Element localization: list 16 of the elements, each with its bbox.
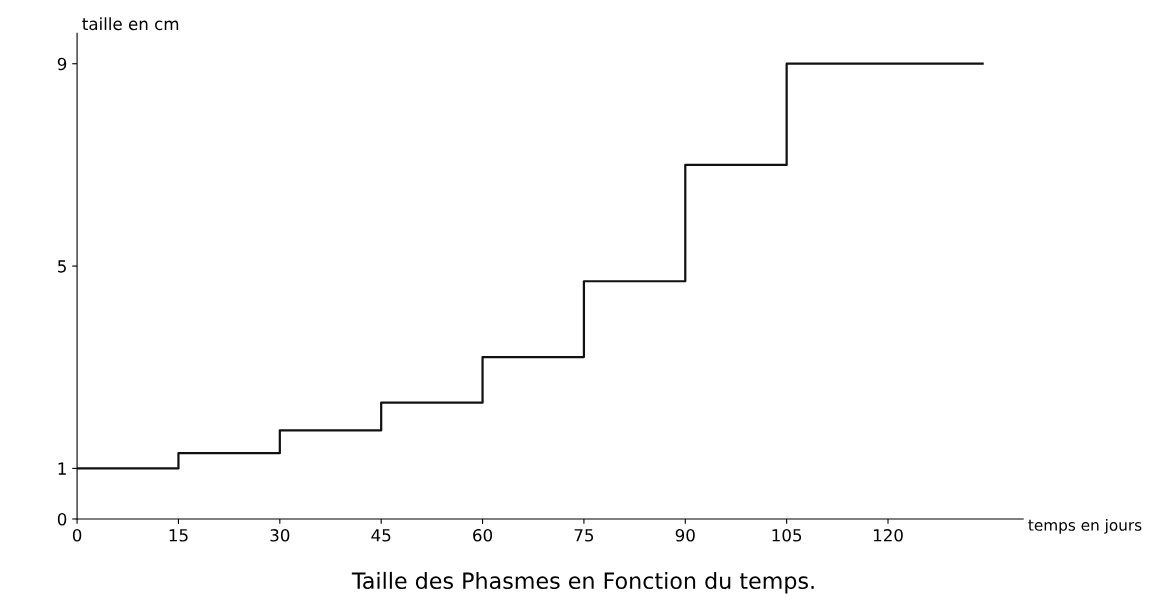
x-tick-label: 105 <box>772 529 802 542</box>
x-tick-label: 45 <box>371 529 391 542</box>
x-tick-label: 30 <box>270 529 290 542</box>
y-axis-title: taille en cm <box>82 17 179 31</box>
x-tick-label: 60 <box>473 529 493 542</box>
x-axis-title: temps en jours <box>1028 518 1142 534</box>
x-tick-label: 90 <box>675 529 695 542</box>
y-tick-label: 0 <box>57 512 67 526</box>
y-tick-label: 9 <box>57 57 67 71</box>
y-tick-label: 1 <box>58 462 66 475</box>
x-tick-label: 120 <box>873 529 903 542</box>
y-tick-label: 5 <box>58 260 66 273</box>
x-tick-label: 15 <box>169 529 188 542</box>
x-tick-label: 75 <box>574 529 594 542</box>
text: Taille des Phasmes en Fonction du temps. <box>351 571 814 594</box>
x-tick-label: 0 <box>72 529 82 542</box>
